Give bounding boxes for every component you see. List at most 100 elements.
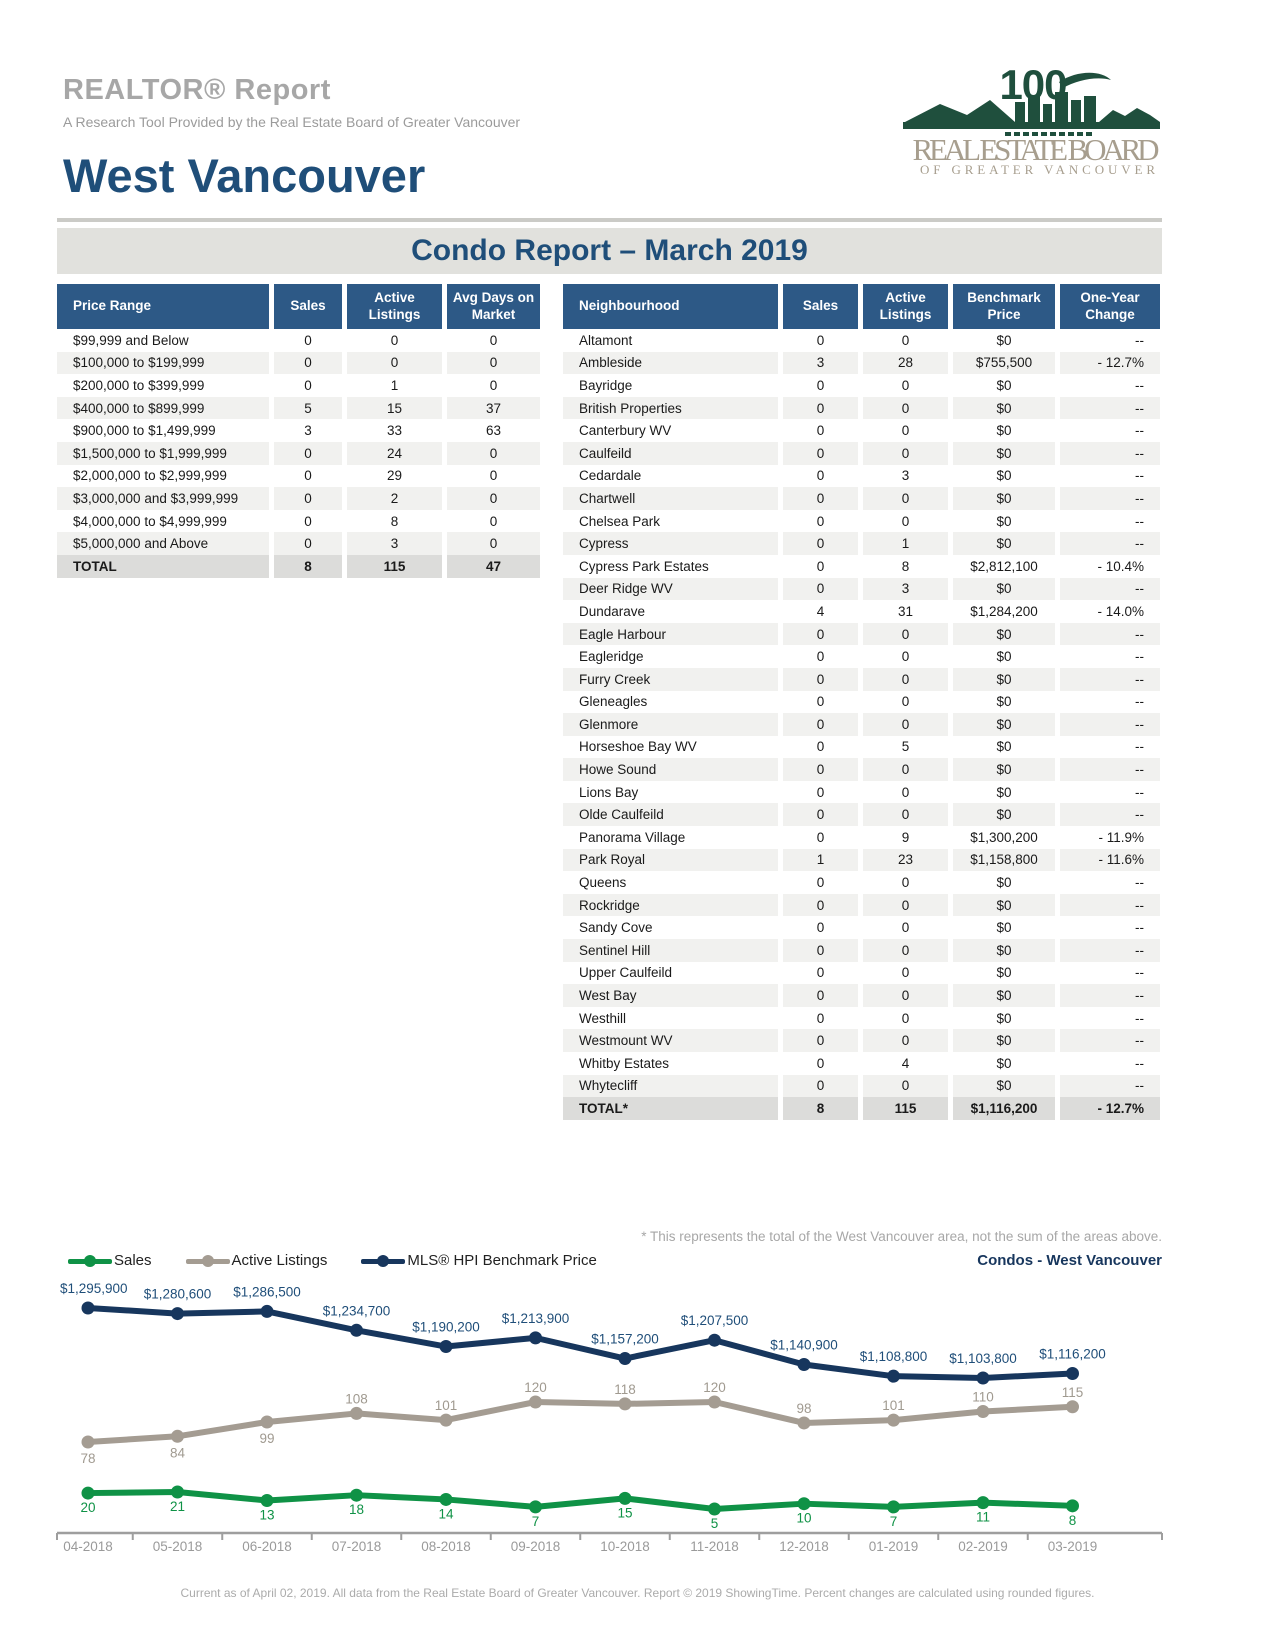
legend-label: MLS® HPI Benchmark Price	[407, 1252, 597, 1269]
sales-cell: 0	[816, 558, 825, 574]
sales-cell: 5	[274, 396, 342, 420]
chart-legend: Sales Active Listings MLS® HPI Benchmark…	[68, 1252, 597, 1269]
total-label-cell: TOTAL*	[563, 1097, 778, 1120]
benchmark-line-icon	[361, 1254, 406, 1268]
sales-line: 20 21 13 18 14 7 15 5 10 7 11 8	[80, 1485, 1079, 1531]
neighbourhood-row: Whitby Estates 0 4 $0 --	[563, 1052, 1160, 1075]
neighbourhood-total-row: TOTAL* 8 115 $1,116,200- 12.7%	[563, 1097, 1160, 1120]
sales-cell: 1	[783, 848, 858, 872]
avg-days-cell: 0	[447, 487, 540, 510]
neighbourhood-cell: Whytecliff	[563, 1074, 778, 1098]
value-label: 99	[259, 1431, 274, 1446]
value-label: 15	[617, 1505, 632, 1520]
active-listings-cell: 24	[347, 441, 442, 465]
one-year-change-cell: --	[1060, 713, 1160, 736]
benchmark-price-cell: $0	[953, 984, 1055, 1007]
one-year-change-cell: --	[1060, 984, 1160, 1007]
neighbourhood-cell: Park Royal	[563, 848, 778, 872]
legend-item-sales: Sales	[68, 1252, 152, 1269]
neighbourhood-row: Horseshoe Bay WV 0 5 $0 --	[563, 736, 1160, 759]
benchmark-price-cell: $0	[953, 939, 1055, 962]
price-range-cell: $4,000,000 to $4,999,999	[73, 513, 227, 529]
neighbourhood-row: Canterbury WV 0 0 $0 --	[563, 419, 1160, 442]
one-year-change-cell: - 14.0%	[1097, 603, 1144, 619]
value-label: $1,295,900	[60, 1281, 128, 1296]
sales-cell: 0	[783, 893, 858, 917]
value-label: 7	[890, 1514, 898, 1529]
month-label: 10-2018	[600, 1539, 650, 1554]
active-listings-cell: 115	[347, 554, 442, 578]
active-listings-cell: 23	[863, 848, 948, 872]
active-listings-cell: 115	[863, 1097, 948, 1120]
neighbourhood-cell: Eagleridge	[579, 649, 644, 665]
neighbourhood-cell: Olde Caulfeild	[563, 803, 778, 827]
value-label: 110	[972, 1390, 994, 1405]
data-point	[529, 1395, 542, 1409]
neighbourhood-cell: Queens	[579, 875, 627, 891]
neighbourhood-row: Park Royal 1 23 $1,158,800- 11.6%	[563, 848, 1160, 872]
real-estate-board-logo: 100 REAL ESTATE BOARD OF GREATER VANCOUV…	[903, 61, 1160, 177]
data-point	[887, 1369, 900, 1383]
neighbourhood-row: Eagle Harbour 0 0 $0 --	[563, 622, 1160, 646]
price-table-header-row: Price Range Sales Active Listings Avg Da…	[57, 284, 540, 329]
month-labels: 04-2018 05-2018 06-2018 07-2018 08-2018 09-20…	[63, 1539, 1097, 1554]
sales-cell: 0	[304, 468, 312, 484]
neighbourhood-cell: Panorama Village	[579, 829, 686, 845]
neighbourhood-cell: Bayridge	[579, 377, 633, 393]
legend-label: Active Listings	[231, 1252, 328, 1269]
neighbourhood-table-header-row: Neighbourhood Sales Active Listings Benc…	[563, 284, 1160, 329]
sales-cell: 0	[816, 784, 825, 800]
value-label: 84	[170, 1445, 186, 1460]
section-divider	[57, 218, 1162, 222]
avg-days-cell: 0	[489, 332, 498, 348]
value-label: 13	[259, 1508, 274, 1523]
sales-cell: 0	[783, 1029, 858, 1052]
neighbourhood-row: West Bay 0 0 $0 --	[563, 984, 1160, 1007]
month-label: 11-2018	[690, 1539, 739, 1554]
price-range-cell: $900,000 to $1,499,999	[73, 423, 216, 439]
neighbourhood-row: Westhill 0 0 $0 --	[563, 1007, 1160, 1030]
legend-item-benchmark-price: MLS® HPI Benchmark Price	[361, 1252, 597, 1269]
neighbourhood-row: Ambleside 3 28 $755,500- 12.7%	[563, 351, 1160, 375]
month-label: 02-2019	[958, 1539, 1008, 1554]
data-point	[439, 1413, 453, 1427]
benchmark-price-cell: $0	[953, 758, 1055, 781]
neighbourhood-row: Panorama Village 0 9 $1,300,200 - 11.9%	[563, 826, 1160, 849]
active-listings-cell: 1	[390, 377, 399, 393]
month-label: 01-2019	[869, 1539, 919, 1554]
neighbourhood-cell: Westhill	[579, 1010, 627, 1026]
value-label: $1,140,900	[770, 1337, 838, 1352]
data-point	[976, 1405, 990, 1419]
benchmark-price-cell: $0	[953, 667, 1055, 691]
neighbourhood-cell: Glenmore	[563, 713, 778, 736]
data-point	[171, 1485, 184, 1499]
neighbourhood-cell: Deer Ridge WV	[563, 577, 778, 601]
benchmark-price-cell: $0	[953, 396, 1055, 420]
benchmark-price-cell: $0	[953, 893, 1055, 917]
active-listings-cell: 4	[901, 1055, 910, 1071]
value-label: 101	[435, 1398, 458, 1413]
sales-cell: 0	[783, 487, 858, 510]
active-listings-cell: 0	[901, 875, 910, 891]
benchmark-price-cell: $0	[996, 920, 1012, 936]
active-listings-cell: 0	[901, 694, 910, 710]
data-point	[529, 1331, 542, 1345]
active-listings-cell: 3	[901, 468, 910, 484]
neighbourhood-cell: Upper Caulfeild	[579, 965, 673, 981]
neighbourhood-cell: Whitby Estates	[579, 1055, 670, 1071]
neighbourhood-cell: Cypress Park Estates	[579, 558, 709, 574]
one-year-change-cell: --	[1135, 332, 1144, 348]
benchmark-price-cell: $0	[996, 784, 1012, 800]
neighbourhood-row: Rockridge 0 0 $0 --	[563, 893, 1160, 917]
active-listings-cell: 0	[347, 351, 442, 375]
active-listings-cell: 0	[901, 377, 910, 393]
one-year-change-cell: --	[1060, 893, 1160, 917]
neighbourhood-row: Chartwell 0 0 $0 --	[563, 487, 1160, 510]
neighbourhood-cell: Gleneagles	[579, 694, 648, 710]
benchmark-price-cell: $0	[996, 649, 1012, 665]
active-listings-cell: 0	[901, 1010, 910, 1026]
benchmark-price-cell: $1,300,200	[970, 829, 1038, 845]
price-row: $200,000 to $399,999 0 1 0	[57, 374, 540, 397]
legend-label: Sales	[114, 1252, 152, 1269]
neighbourhood-row: Glenmore 0 0 $0 --	[563, 713, 1160, 736]
